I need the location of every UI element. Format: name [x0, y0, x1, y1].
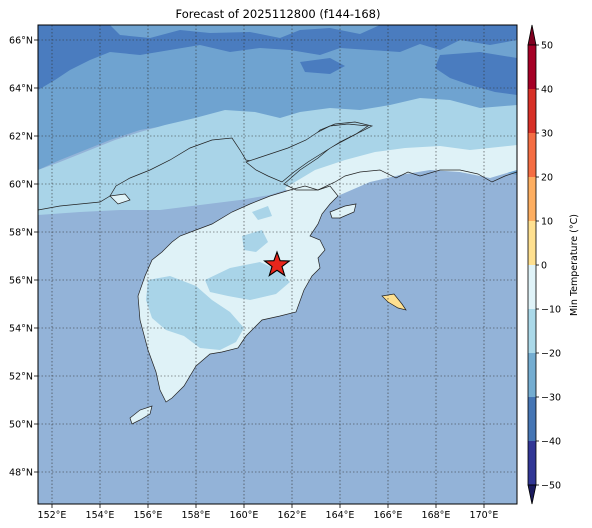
kamchatka-cold-4 — [252, 206, 272, 220]
colorbar-segment — [528, 265, 536, 309]
colorbar-tick-label: 0 — [541, 261, 547, 272]
colorbar-segment — [528, 177, 536, 221]
kamchatka-cold-1 — [146, 276, 244, 350]
lat-label-62: 62°N — [9, 132, 33, 143]
colorbar-tick-label: −50 — [541, 481, 561, 492]
lat-axis — [34, 39, 38, 473]
colorbar-tick-label: 10 — [541, 217, 553, 228]
mild-band-east — [285, 145, 517, 210]
colorbar-segment — [528, 133, 536, 177]
colorbar-tick-label: −10 — [541, 305, 561, 316]
colorbar-tick-label: −30 — [541, 393, 561, 404]
colorbar-segment — [528, 441, 536, 485]
lon-label-158: 158°E — [182, 510, 211, 521]
coastline-north — [38, 121, 517, 211]
very-cold-patch-3 — [300, 58, 345, 74]
colorbar-tick-label: −20 — [541, 349, 561, 360]
lon-label-160: 160°E — [230, 510, 259, 521]
karaginsky-island — [329, 203, 357, 219]
colorbar-segment — [528, 309, 536, 353]
colorbar-tick-label: 40 — [541, 85, 553, 96]
lon-axis — [51, 504, 485, 508]
lat-label-56: 56°N — [9, 276, 33, 287]
colorbar-segments — [528, 45, 536, 485]
colorbar: 50 40 30 20 10 0 −10 −20 −30 −40 −50 — [527, 24, 561, 505]
colorbar-segment — [528, 89, 536, 133]
map-frame — [37, 24, 518, 505]
colorbar-min-arrow — [527, 484, 537, 505]
lon-label-164: 164°E — [326, 510, 355, 521]
shantar-island — [129, 405, 153, 425]
lon-label-166: 166°E — [374, 510, 403, 521]
gridlines — [38, 25, 517, 504]
colorbar-max-arrow — [527, 24, 537, 46]
colorbar-tick-label: 20 — [541, 173, 553, 184]
colorbar-label: Min Temperature (°C) — [569, 214, 580, 316]
lon-label-152: 152°E — [38, 510, 67, 521]
lon-label-162: 162°E — [278, 510, 307, 521]
map-title: Forecast of 2025112800 (f144-168) — [175, 7, 381, 21]
lat-label-50: 50°N — [9, 420, 33, 431]
lon-label-170: 170°E — [470, 510, 499, 521]
lat-label-48: 48°N — [9, 468, 33, 479]
colorbar-segment — [528, 353, 536, 397]
lat-label-64: 64°N — [9, 84, 33, 95]
colorbar-segment — [528, 397, 536, 441]
lat-label-66: 66°N — [9, 36, 33, 47]
colorbar-tick-label: 50 — [541, 41, 553, 52]
colorbar-ticks: 50 40 30 20 10 0 −10 −20 −30 −40 −50 — [536, 41, 561, 492]
lat-label-52: 52°N — [9, 372, 33, 383]
colorbar-segment — [528, 45, 536, 89]
kamchatka-cold-3 — [242, 230, 268, 252]
colorbar-tick-label: 30 — [541, 129, 553, 140]
lat-label-58: 58°N — [9, 228, 33, 239]
lat-label-60: 60°N — [9, 180, 33, 191]
western-island — [109, 193, 131, 205]
lat-label-54: 54°N — [9, 324, 33, 335]
lon-label-156: 156°E — [134, 510, 163, 521]
location-star-marker — [263, 250, 291, 277]
kamchatka-cold-2 — [205, 262, 290, 300]
colorbar-segment — [528, 221, 536, 265]
very-cold-patch-1 — [38, 25, 517, 90]
colorbar-tick-label: −40 — [541, 437, 561, 448]
lon-label-168: 168°E — [422, 510, 451, 521]
shelikhov-land — [245, 123, 370, 183]
lon-label-154: 154°E — [86, 510, 115, 521]
map-area — [38, 25, 517, 504]
very-cold-patch-2 — [435, 52, 517, 95]
